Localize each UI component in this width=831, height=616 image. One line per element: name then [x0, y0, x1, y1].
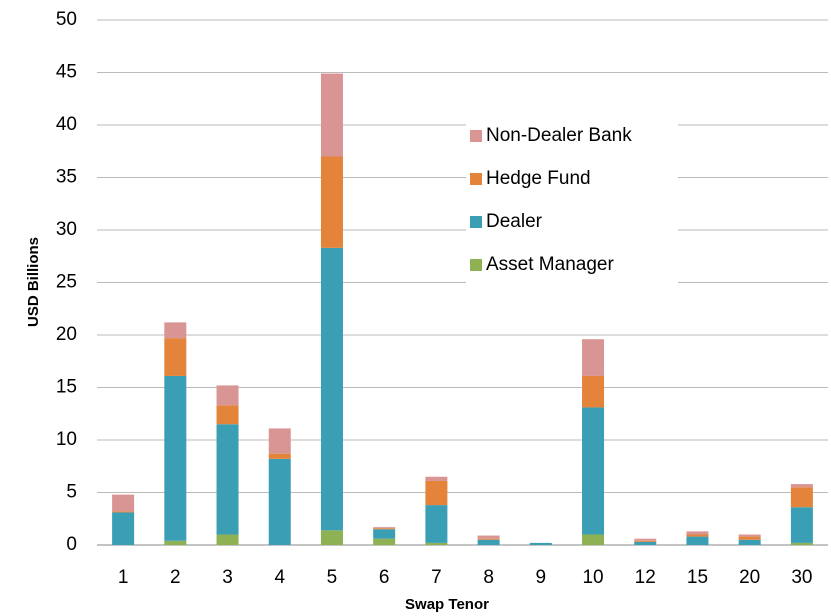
bar-segment — [425, 476, 448, 481]
bar-segment — [790, 484, 813, 488]
x-tick-label: 4 — [274, 567, 285, 588]
bar-segment — [216, 424, 239, 535]
bar-segment — [216, 385, 239, 406]
bar-segment — [582, 339, 605, 376]
bar-segment — [216, 405, 239, 425]
y-tick-label: 45 — [56, 62, 77, 83]
bar-segment — [112, 511, 135, 513]
legend-swatch — [470, 130, 482, 142]
legend-swatch — [470, 173, 482, 185]
bar-segment — [582, 375, 605, 408]
legend-label: Asset Manager — [486, 254, 614, 275]
y-tick-label: 10 — [56, 429, 77, 450]
bar-segment — [320, 530, 343, 545]
bar-segment — [164, 338, 187, 376]
bar-segment — [477, 535, 500, 539]
bar-segment — [738, 539, 761, 545]
y-tick-label: 5 — [66, 482, 77, 503]
y-tick-label: 50 — [56, 9, 77, 30]
bar-segment — [164, 540, 187, 545]
y-tick-label: 15 — [56, 377, 77, 398]
x-tick-label: 10 — [582, 567, 603, 588]
x-tick-label: 2 — [170, 567, 181, 588]
x-tick-label: 7 — [431, 567, 442, 588]
bar-segment — [268, 453, 291, 459]
bar-segment — [582, 407, 605, 535]
x-tick-label: 1 — [118, 567, 129, 588]
bar-segment — [477, 539, 500, 545]
bar-segment — [477, 538, 500, 540]
x-tick-label: 5 — [327, 567, 338, 588]
x-tick-label: 30 — [791, 567, 812, 588]
bar-segment — [425, 480, 448, 506]
bar-segment — [790, 542, 813, 545]
bar-segment — [320, 247, 343, 531]
bar-segment — [320, 73, 343, 157]
bar-segment — [738, 534, 761, 537]
bar-segment — [738, 536, 761, 540]
bar-segment — [112, 512, 135, 545]
bar-segment — [425, 505, 448, 543]
bar-segment — [320, 156, 343, 248]
bar-segment — [634, 540, 657, 542]
x-tick-label: 12 — [635, 567, 656, 588]
y-tick-label: 0 — [66, 534, 77, 555]
x-tick-label: 6 — [379, 567, 390, 588]
x-tick-label: 8 — [483, 567, 494, 588]
bar-segment — [634, 538, 657, 541]
bar-segment — [790, 487, 813, 508]
bar-segment — [373, 527, 396, 529]
bar-segment — [216, 534, 239, 545]
legend-label: Hedge Fund — [486, 168, 591, 189]
bar-segment — [112, 494, 135, 512]
x-axis-title: Swap Tenor — [405, 596, 489, 613]
legend-box — [466, 118, 678, 288]
bar-segment — [686, 536, 709, 545]
bar-segment — [582, 534, 605, 545]
x-tick-label: 15 — [687, 567, 708, 588]
legend-swatch — [470, 259, 482, 271]
legend-label: Non-Dealer Bank — [486, 125, 632, 146]
x-tick-label: 20 — [739, 567, 760, 588]
bar-segment — [686, 531, 709, 535]
x-tick-label: 9 — [536, 567, 547, 588]
bar-segment — [268, 428, 291, 454]
bar-segment — [790, 507, 813, 543]
bar-segment — [634, 541, 657, 545]
bar-segment — [373, 529, 396, 539]
bar-segment — [373, 528, 396, 530]
legend-swatch — [470, 216, 482, 228]
bar-segment — [686, 534, 709, 537]
x-tick-label: 3 — [222, 567, 233, 588]
y-tick-label: 30 — [56, 219, 77, 240]
y-tick-label: 25 — [56, 272, 77, 293]
bar-segment — [425, 542, 448, 545]
bar-segment — [164, 375, 187, 541]
bar-segment — [529, 542, 552, 545]
bar-segment — [373, 538, 396, 545]
y-tick-label: 40 — [56, 114, 77, 135]
y-axis-title: USD Billions — [25, 237, 42, 327]
bar-segment — [164, 322, 187, 339]
y-tick-label: 20 — [56, 324, 77, 345]
bar-segment — [268, 458, 291, 545]
y-tick-label: 35 — [56, 167, 77, 188]
legend-label: Dealer — [486, 211, 543, 232]
